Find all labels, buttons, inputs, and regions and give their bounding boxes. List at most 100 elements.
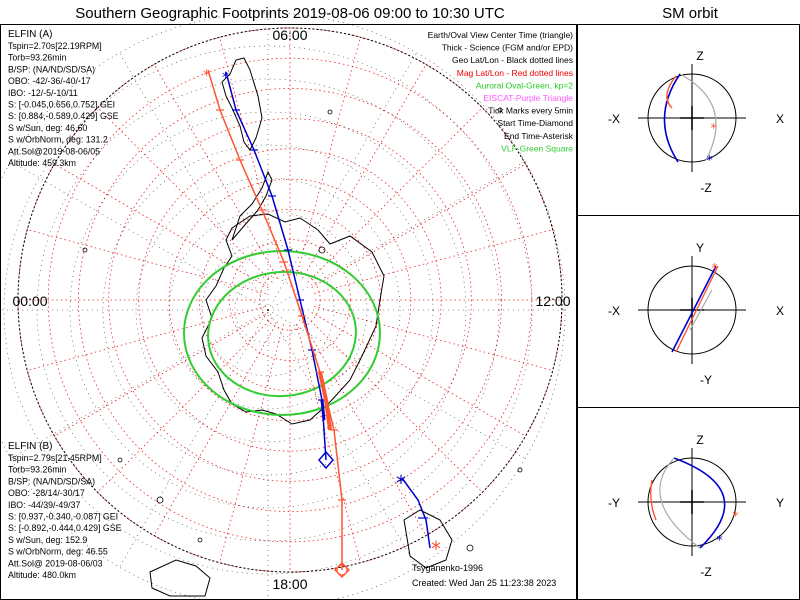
sm-label-left: -X [608,304,620,318]
legend-item: Thick - Science (FGM and/or EPD) [442,43,573,53]
chart-title: Southern Geographic Footprints 2019-08-0… [75,5,505,22]
mlt-label-top: 06:00 [272,27,307,43]
info-line: S: [0.884,-0.589,0.429] GSE [8,111,119,121]
geo-lon-line [117,309,269,570]
info-line: Att.Sol@2019-08-06/05 [8,146,100,156]
elfin-a-end-asterisk: * [222,70,229,86]
elfin-b-track [207,69,343,570]
antarctica-coastline [201,213,385,425]
sm-label-left: -Y [608,496,620,510]
mag-lon-line [296,37,361,276]
mlt-label-left: 00:00 [12,293,47,309]
mag-lon-line [97,317,273,493]
elfin-b-info: ELFIN (B) Tspin=2.79s[21.45RPM] Torb=93.2… [8,441,122,580]
geo-lat-circle [168,210,368,410]
mag-lon-line [54,163,269,288]
sm-label-top: Z [696,49,703,63]
sm-label-bottom: -Z [700,565,711,579]
info-line: OBO: -42/-36/-40/-17 [8,76,91,86]
model-credit: Tsyganenko-1996 [412,563,483,573]
sm2-asterisk-b: * [711,261,718,275]
geo-lon-line [117,50,269,311]
geo-lat-circle [69,111,467,509]
mag-lon-line [153,64,278,279]
elfin-b-name: ELFIN (B) [8,441,52,452]
info-line: S w/Sun, deg: 152.9 [8,535,87,545]
sm3-asterisk-a: * [716,533,723,547]
island [517,467,523,473]
info-line: Altitude: 459.3km [8,158,76,168]
info-line: OBO: -28/14/-30/17 [8,488,85,498]
sm1-orbit-gray [679,73,717,161]
elfin-a-info: ELFIN (A) Tspin=2.70s[22.19RPM] Torb=93.2… [8,29,119,168]
geo-lat-circle [0,12,566,600]
info-line: B/SP: (NA/ND/SD/SA) [8,64,95,74]
sm-label-right: X [776,112,784,126]
island [466,544,474,552]
elfin-a-name: ELFIN (A) [8,29,52,40]
mag-lon-line [54,312,269,437]
antarctic-peninsula [231,170,273,241]
mag-lon-line [311,163,526,288]
island [497,107,503,113]
south-america [221,57,263,151]
mlt-label-bottom: 18:00 [272,576,307,592]
elfin-b-asterisk-2: * [431,537,441,561]
elfin-b-end-asterisk: * [203,68,210,84]
sm3-orbit-b [649,479,657,521]
legend-item: Mag Lat/Lon - Red dotted lines [457,68,573,78]
legend-item: End Time-Asterisk [504,131,574,141]
sm1-orbit-b [666,75,677,109]
legend: Earth/Oval View Center Time (triangle) Th… [428,30,574,153]
legend-item: Auroral Oval-Green, kp=2 [476,80,573,90]
auroral-oval-outer [207,270,357,398]
mag-lon-line [307,317,483,493]
mag-lon-line [307,107,483,283]
mag-lat-circle [198,208,382,392]
elfin-a-track-2 [401,477,431,549]
legend-item: EISCAT-Purple Triangle [483,93,573,103]
island [82,247,88,253]
created-timestamp: Created: Wed Jan 25 11:23:38 2023 [412,578,556,588]
mag-lon-line [153,321,278,536]
sm-orbit-panels: -X X Z -Z -X X Y -Y -Y Y Z -Z * * * * * [608,49,784,579]
mlt-label-right: 12:00 [535,293,570,309]
mag-lat-circle [138,148,442,452]
legend-item: Start Time-Diamond [497,118,573,128]
mag-lon-line [314,306,553,371]
geo-lat-circle [3,45,533,575]
sm3-orbit-a [673,457,726,549]
info-line: IBO: -12/-5/-10/11 [8,88,78,98]
sm-orbit-title: SM orbit [662,5,719,22]
sm-label-top: Y [696,241,704,255]
geo-lon-line [267,50,419,311]
legend-item: Geo Lat/Lon - Black dotted lines [452,55,573,65]
info-line: B/SP: (NA/ND/SD/SA) [8,476,95,486]
mag-lat-circle [108,118,472,482]
mag-lon-line [302,64,427,279]
sm2-orbit-b [675,265,719,353]
south-africa [149,559,211,597]
mag-lon-line [27,229,266,294]
mag-lon-line [302,321,427,536]
info-line: S w/Sun, deg: 46.60 [8,123,87,133]
elfin-a-science-segment [320,399,326,421]
mag-lon-line [311,312,526,437]
geo-lat-circle [135,177,401,443]
info-line: Tspin=2.70s[22.19RPM] [8,41,102,51]
geo-lon-line [267,309,528,461]
island [156,496,164,504]
legend-item: Earth/Oval View Center Time (triangle) [428,30,574,40]
outer-boundary [17,27,563,573]
info-line: S: [0.937,-0.340,-0.087] GEI [8,512,118,522]
sm2-orbit-gray [689,289,713,331]
mag-lat-circle [78,88,502,512]
info-line: Altitude: 480.0km [8,570,76,580]
geo-lon-line [267,159,528,311]
sm-label-bottom: -Z [700,181,711,195]
info-line: IBO: -44/39/-49/37 [8,500,80,510]
elfin-b-science-segment [318,371,332,431]
sm3-orbit-gray [659,457,701,549]
sm3-asterisk-b: * [732,509,739,523]
geo-lon-line [267,309,419,570]
